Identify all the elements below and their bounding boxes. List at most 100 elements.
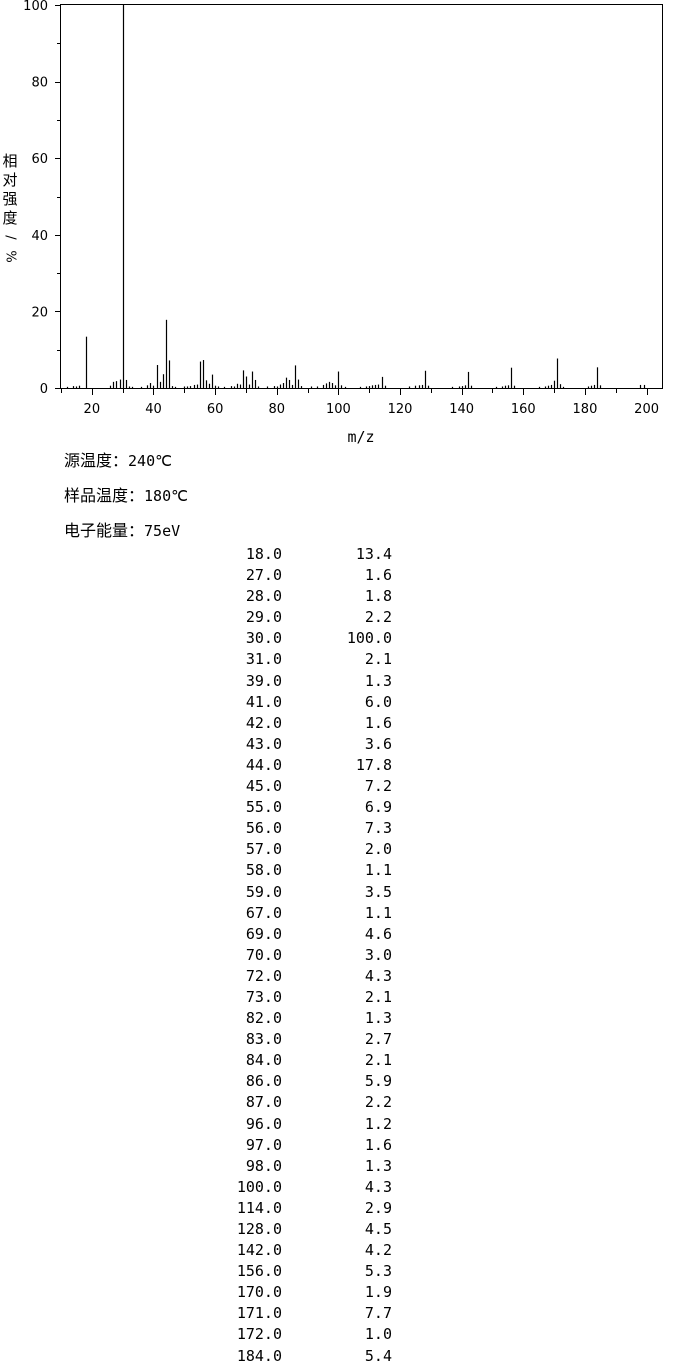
peak-abundance: 17.8 [355, 755, 392, 774]
peak-mz: 67.0 [245, 903, 282, 922]
peak-row: 55.0 6.9 [200, 797, 400, 818]
y-tick-label: 20 [31, 305, 48, 320]
peak-mz: 114.0 [236, 1198, 282, 1217]
peak-abundance: 1.6 [364, 1135, 392, 1154]
peak-row: 82.0 1.3 [200, 1008, 400, 1029]
peak-row: 56.0 7.3 [200, 818, 400, 839]
peak-row: 87.0 2.2 [200, 1092, 400, 1113]
peak-row: 86.0 5.9 [200, 1071, 400, 1092]
y-axis-label-char: 对 [2, 171, 18, 189]
peak-abundance: 1.2 [364, 1114, 392, 1133]
peak-abundance: 2.1 [364, 650, 392, 669]
peak-abundance: 4.6 [364, 924, 392, 943]
peak-mz: 29.0 [245, 608, 282, 627]
peak-abundance: 100.0 [346, 629, 392, 648]
x-tick-label: 100 [326, 402, 351, 417]
peak-mz: 28.0 [245, 587, 282, 606]
x-axis-label: m/z [347, 428, 374, 446]
x-tick-label: 200 [634, 402, 659, 417]
peak-mz: 82.0 [245, 1009, 282, 1028]
peak-abundance: 1.8 [364, 587, 392, 606]
peak-bars [66, 5, 646, 388]
plot-frame [60, 4, 663, 389]
peak-row: 84.0 2.1 [200, 1050, 400, 1071]
peak-mz: 100.0 [236, 1177, 282, 1196]
peak-abundance: 3.0 [364, 945, 392, 964]
peak-abundance: 13.4 [355, 545, 392, 563]
peak-mz: 41.0 [245, 692, 282, 711]
peak-abundance: 5.3 [364, 1262, 392, 1281]
peak-row: 72.0 4.3 [200, 966, 400, 987]
peak-mz: 27.0 [245, 566, 282, 585]
peak-abundance: 2.2 [364, 608, 392, 627]
electron-energy-label: 电子能量： [64, 521, 145, 540]
peak-row: 43.0 3.6 [200, 734, 400, 755]
peak-abundance: 5.4 [364, 1346, 392, 1365]
peak-row: 69.0 4.6 [200, 924, 400, 945]
peak-row: 128.0 4.5 [200, 1219, 400, 1240]
peak-row: 30.0 100.0 [200, 628, 400, 649]
peak-mz: 87.0 [245, 1093, 282, 1112]
peak-mz: 42.0 [245, 713, 282, 732]
y-tick-label: 100 [23, 0, 48, 14]
y-tick-label: 40 [31, 229, 48, 244]
peak-mz: 172.0 [236, 1325, 282, 1344]
peak-row: 98.0 1.3 [200, 1156, 400, 1177]
source-temperature: 源温度：240℃ [64, 447, 172, 471]
peak-mz: 142.0 [236, 1241, 282, 1260]
peak-row: 42.0 1.6 [200, 713, 400, 734]
peak-row: 39.0 1.3 [200, 671, 400, 692]
peak-abundance: 4.2 [364, 1241, 392, 1260]
peak-mz: 72.0 [245, 966, 282, 985]
peak-row: 100.0 4.3 [200, 1177, 400, 1198]
peak-abundance: 2.1 [364, 987, 392, 1006]
y-axis-label-char: / [2, 235, 18, 240]
peak-abundance: 2.1 [364, 1051, 392, 1070]
peak-row: 97.0 1.6 [200, 1135, 400, 1156]
peak-mz: 57.0 [245, 840, 282, 859]
peak-mz: 31.0 [245, 650, 282, 669]
peak-abundance: 2.9 [364, 1198, 392, 1217]
peak-mz: 45.0 [245, 777, 282, 796]
peak-mz: 39.0 [245, 671, 282, 690]
peak-mz: 97.0 [245, 1135, 282, 1154]
peak-mz: 44.0 [245, 755, 282, 774]
x-tick-label: 120 [388, 402, 413, 417]
peak-abundance: 4.5 [364, 1220, 392, 1238]
peak-abundance: 7.2 [364, 777, 392, 796]
peak-mz: 86.0 [245, 1072, 282, 1091]
peak-mz: 55.0 [245, 798, 282, 817]
x-tick-label: 40 [145, 402, 162, 417]
y-axis-label-char: 度 [2, 209, 18, 227]
peak-mz: 73.0 [245, 987, 282, 1006]
peak-abundance: 1.6 [364, 566, 392, 585]
peak-abundance: 1.3 [364, 671, 392, 690]
electron-energy-value: 75eV [144, 522, 181, 540]
peak-abundance: 2.0 [364, 840, 392, 859]
peak-abundance: 3.6 [364, 734, 392, 753]
peak-row: 57.0 2.0 [200, 839, 400, 860]
peak-abundance: 1.0 [364, 1325, 392, 1344]
peak-mz: 128.0 [236, 1220, 282, 1238]
peak-mz: 56.0 [245, 819, 282, 838]
y-tick-label: 60 [31, 152, 48, 167]
x-tick-label: 140 [449, 402, 474, 417]
y-tick-label: 0 [40, 382, 48, 397]
peak-row: 45.0 7.2 [200, 776, 400, 797]
peak-row: 83.0 2.7 [200, 1029, 400, 1050]
peak-abundance: 4.3 [364, 966, 392, 985]
peak-row: 170.0 1.9 [200, 1282, 400, 1303]
peak-mz: 83.0 [245, 1030, 282, 1049]
sample-temperature-label: 样品温度： [64, 486, 145, 505]
peak-mz: 156.0 [236, 1262, 282, 1281]
sample-temperature-value: 180℃ [144, 487, 188, 505]
y-axis-label-char: 相 [2, 152, 18, 170]
peak-abundance: 1.3 [364, 1009, 392, 1028]
peak-row: 172.0 1.0 [200, 1324, 400, 1345]
peak-mz: 70.0 [245, 945, 282, 964]
peak-abundance: 6.0 [364, 692, 392, 711]
peak-row: 114.0 2.9 [200, 1198, 400, 1219]
peak-mz: 69.0 [245, 924, 282, 943]
x-tick-label: 60 [207, 402, 224, 417]
peak-row: 171.0 7.7 [200, 1303, 400, 1324]
